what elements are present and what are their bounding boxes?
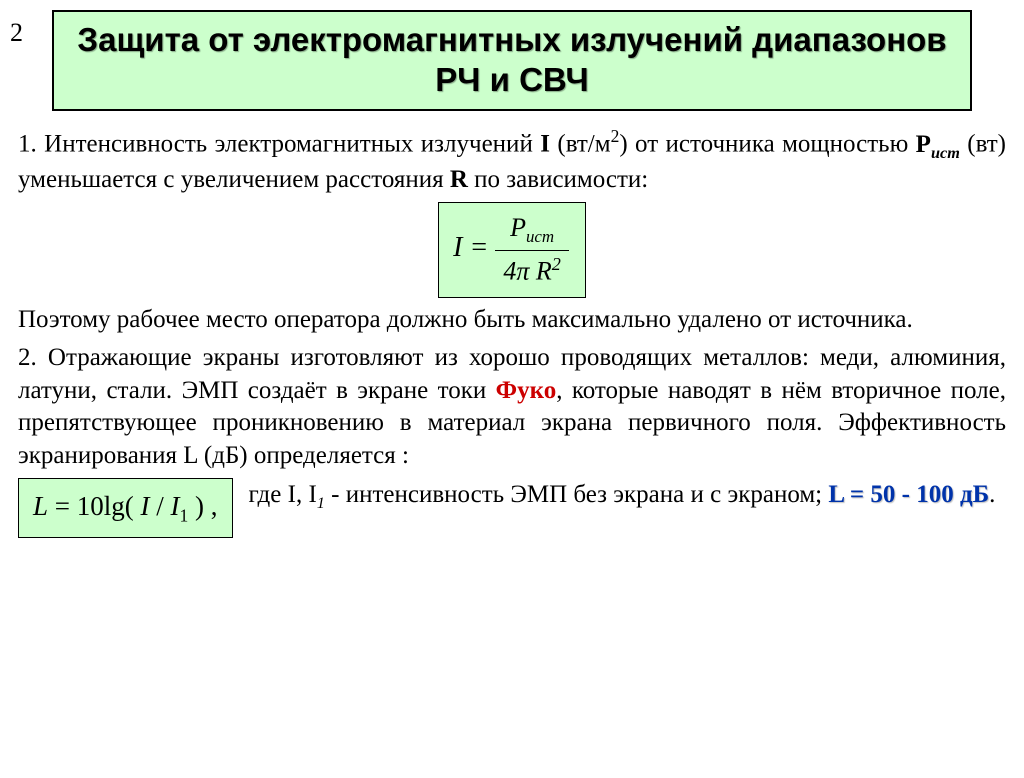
f2-eq: =: [48, 491, 77, 521]
formula-2: L = 10lg( I / I1 ) ,: [18, 478, 233, 538]
formula-1-container: I = Pист 4π R2: [18, 202, 1006, 298]
legend-a: где I, I: [249, 481, 317, 508]
f1-num-P: P: [510, 213, 526, 242]
f2-L: L: [33, 491, 48, 521]
paragraph-2: Поэтому рабочее место оператора должно б…: [18, 304, 1006, 337]
legend-period: .: [989, 481, 995, 508]
p1-tail: по зависимости:: [468, 166, 648, 193]
p1-text-a: 1. Интенсивность электромагнитных излуче…: [18, 131, 540, 158]
f1-denominator: 4π R2: [495, 251, 569, 288]
f1-den-4: 4: [503, 257, 516, 286]
symbol-P: P: [916, 131, 931, 158]
f2-close: ) ,: [188, 491, 217, 521]
p1-units-close: ) от источника мощностью: [619, 131, 915, 158]
p1-units-open: (вт/м: [550, 131, 611, 158]
f1-den-R: R: [529, 257, 551, 286]
f2-slash: /: [150, 491, 171, 521]
formula-2-container: L = 10lg( I / I1 ) ,: [18, 478, 233, 538]
formula-1: I = Pист 4π R2: [438, 202, 586, 298]
f2-I: I: [141, 491, 150, 521]
symbol-R: R: [450, 166, 468, 193]
f1-eq: =: [462, 232, 495, 263]
legend-sub: 1: [317, 494, 325, 512]
symbol-I: I: [540, 131, 550, 158]
f2-lg: lg(: [104, 491, 141, 521]
paragraph-1: 1. Интенсивность электромагнитных излуче…: [18, 125, 1006, 196]
body-content: 1. Интенсивность электромагнитных излуче…: [0, 125, 1024, 538]
title-box: Защита от электромагнитных излучений диа…: [52, 10, 972, 111]
f2-I1: I: [171, 491, 180, 521]
f2-ten: 10: [77, 491, 104, 521]
bottom-row: L = 10lg( I / I1 ) , где I, I1 - интенси…: [18, 478, 1006, 538]
db-range-highlight: L = 50 - 100 дБ: [828, 481, 989, 508]
f1-den-sup: 2: [552, 254, 561, 274]
page-number: 2: [10, 18, 23, 48]
symbol-P-sub: ист: [931, 144, 960, 162]
f1-numerator: Pист: [495, 211, 569, 251]
f1-fraction: Pист 4π R2: [495, 211, 569, 289]
page-title: Защита от электромагнитных излучений диа…: [72, 20, 952, 99]
f1-num-sub: ист: [526, 227, 554, 246]
legend-b: - интенсивность ЭМП без экрана и с экран…: [325, 481, 828, 508]
f2-I1-sub: 1: [180, 506, 189, 526]
paragraph-3: 2. Отражающие экраны изготовляют из хоро…: [18, 342, 1006, 472]
legend-text: где I, I1 - интенсивность ЭМП без экрана…: [249, 478, 1006, 515]
fuko-highlight: Фуко: [496, 377, 557, 404]
f1-den-pi: π: [516, 257, 529, 286]
